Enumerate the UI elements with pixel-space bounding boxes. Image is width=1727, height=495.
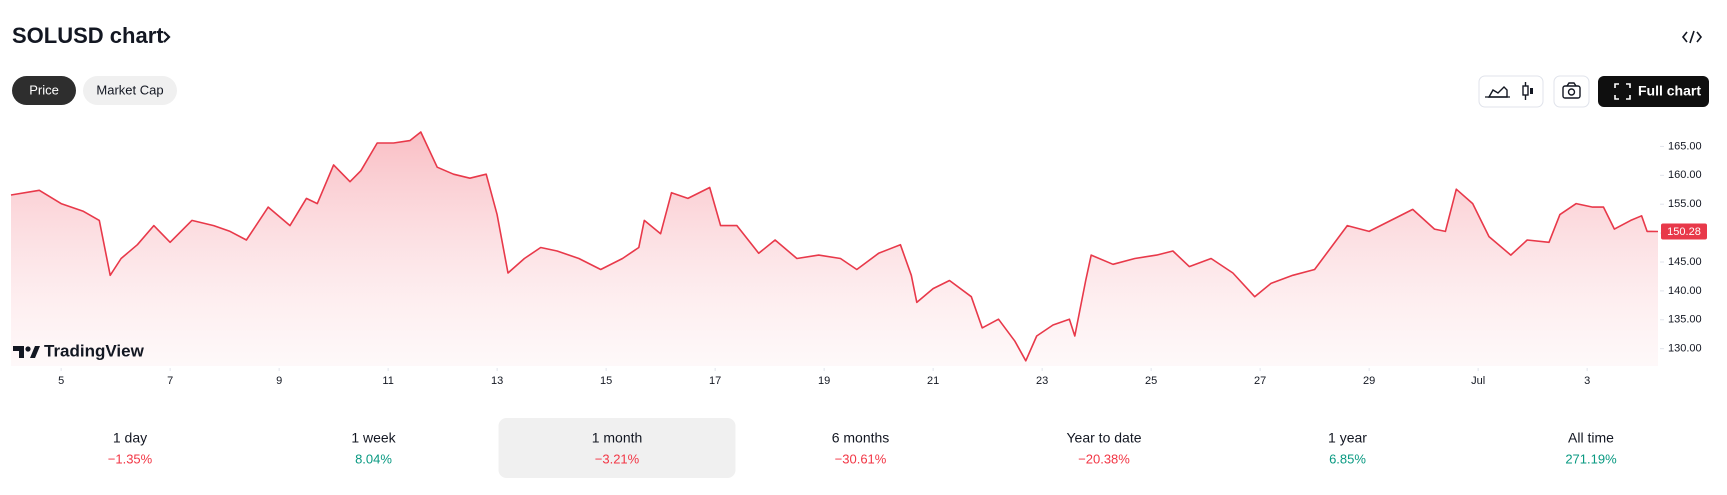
periods: 1 day −1.35% 1 week 8.04% 1 month −3.21% 6 mon… [108, 418, 1617, 478]
last-value-badge [1661, 223, 1707, 240]
tab-label[interactable]: Market Cap [96, 82, 163, 97]
x-tick-label: 13 [491, 375, 503, 387]
x-tick-label: 29 [1363, 375, 1375, 387]
x-tick-label: 27 [1254, 375, 1266, 387]
chart: 130.00135.00140.00145.00150.00155.00160.… [10, 131, 1707, 387]
brand: TradingView [13, 341, 145, 360]
tab[interactable] [12, 76, 76, 105]
period-change[interactable]: −3.21% [595, 451, 640, 466]
period-label[interactable]: All time [1568, 430, 1614, 446]
x-tick-label: 25 [1145, 375, 1157, 387]
x-tick-label: 15 [600, 375, 612, 387]
title-chevron [163, 31, 171, 43]
x-tick-label: 9 [276, 375, 282, 387]
x-tick-label: Jul [1471, 375, 1485, 387]
period-change[interactable]: −30.61% [835, 451, 887, 466]
x-tick-label: 5 [58, 375, 64, 387]
snapshot-button[interactable] [1553, 75, 1590, 108]
y-tick-label: 160.00 [1668, 169, 1702, 181]
y-tick-label: 145.00 [1668, 256, 1702, 268]
period-label[interactable]: 1 month [592, 430, 643, 446]
x-tick-label: 21 [927, 375, 939, 387]
embed-icon[interactable] [1681, 30, 1703, 44]
period-label[interactable]: 1 week [351, 430, 396, 446]
y-tick-label: 140.00 [1668, 285, 1702, 297]
line [10, 131, 1659, 362]
period-change[interactable]: −1.35% [108, 451, 153, 466]
title[interactable]: SOLUSD chart [12, 23, 164, 48]
area [11, 132, 1658, 366]
last-value-label: 150.28 [1667, 226, 1701, 238]
x-tick-label: 19 [818, 375, 830, 387]
period-change[interactable]: −20.38% [1078, 451, 1130, 466]
y-tick-label: 135.00 [1668, 314, 1702, 326]
tab-label[interactable]: Price [29, 82, 59, 97]
x-tick-label: 3 [1584, 375, 1590, 387]
tabs: Price Market Cap [12, 76, 177, 105]
brand-label: TradingView [44, 341, 145, 360]
period-change[interactable]: 271.19% [1565, 451, 1617, 466]
period-label[interactable]: Year to date [1067, 430, 1142, 446]
period-label[interactable]: 6 months [832, 430, 890, 446]
period-label[interactable]: 1 day [113, 430, 147, 446]
x-tick-label: 11 [382, 375, 393, 387]
y-tick-label: 165.00 [1668, 140, 1702, 152]
y-tick-label: 155.00 [1668, 198, 1702, 210]
x-tick-label: 7 [167, 375, 173, 387]
period-selected[interactable] [498, 418, 736, 478]
x-tick-label: 23 [1036, 375, 1048, 387]
chart-style-buttons[interactable] [1478, 75, 1544, 108]
full-chart-label[interactable]: Full chart [1638, 83, 1701, 99]
x-tick-label: 17 [709, 375, 721, 387]
period-change[interactable]: 6.85% [1329, 451, 1366, 466]
y-tick-label: 130.00 [1668, 343, 1702, 355]
period-change[interactable]: 8.04% [355, 451, 392, 466]
period-label[interactable]: 1 year [1328, 430, 1367, 446]
full-chart-button[interactable]: Full chart [1598, 76, 1709, 107]
tab[interactable] [83, 76, 177, 105]
